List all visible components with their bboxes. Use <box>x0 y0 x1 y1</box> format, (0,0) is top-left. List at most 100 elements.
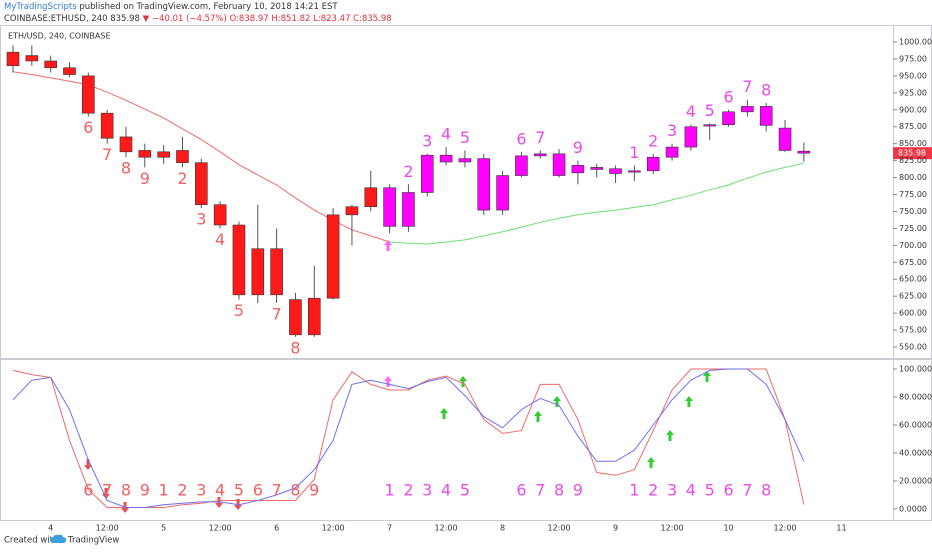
setup-count: 9 <box>573 138 583 157</box>
y-tick-label: 625.00 <box>899 292 927 301</box>
setup-count: 8 <box>290 338 300 357</box>
candle-body <box>722 111 735 126</box>
footer-brand[interactable]: TradingView <box>67 536 119 546</box>
arrow <box>215 497 223 508</box>
count-label: 1 <box>629 481 639 500</box>
candle-body <box>176 150 189 163</box>
candle-body <box>778 127 792 151</box>
candle-body <box>439 154 453 163</box>
candle-body <box>364 187 378 208</box>
x-tick-label: 7 <box>387 524 392 533</box>
y-tick-label: 600.00 <box>899 309 927 318</box>
arrow <box>459 376 467 387</box>
candle-body <box>157 151 170 158</box>
y-tick-label: 925.00 <box>899 88 927 97</box>
candle-body <box>138 150 152 158</box>
y-tick-label: 550.00 <box>899 343 927 352</box>
y-tick-label: 900.00 <box>899 105 927 114</box>
candle-body <box>628 170 641 173</box>
y-tick-label: 1000.00 <box>899 38 932 47</box>
count-label: 8 <box>121 481 131 500</box>
y-tick-label: 875.00 <box>899 122 927 131</box>
candle-body <box>326 214 340 299</box>
y-tick-label: 650.00 <box>899 275 927 284</box>
count-label: 6 <box>253 481 263 500</box>
setup-count: 6 <box>83 118 93 137</box>
x-tick-label: 12:00 <box>435 524 458 533</box>
candle-body <box>232 224 246 296</box>
arrow <box>647 457 655 468</box>
candle-body <box>289 299 302 336</box>
setup-count: 4 <box>215 230 225 249</box>
count-label: 6 <box>723 481 733 500</box>
x-tick-label: 12:00 <box>773 524 796 533</box>
setup-count: 5 <box>234 301 244 320</box>
count-label: 3 <box>196 481 206 500</box>
setup-count: 4 <box>686 102 696 121</box>
publisher[interactable]: MyTradingScripts <box>4 2 77 12</box>
x-tick-label: 12:00 <box>209 524 232 533</box>
open: O:838.97 <box>230 14 269 24</box>
low: L:823.47 <box>313 14 350 24</box>
count-label: 8 <box>554 481 564 500</box>
candle-body <box>402 192 415 227</box>
candle-body <box>741 106 754 113</box>
count-label: 2 <box>403 481 413 500</box>
published: published on TradingView.com, February 1… <box>79 2 338 12</box>
setup-count: 7 <box>272 304 282 323</box>
setup-count: 2 <box>648 131 658 150</box>
count-label: 8 <box>290 481 300 500</box>
y-tick-label: 100.0000 <box>899 364 932 373</box>
footer-created: Created with <box>4 536 58 546</box>
close: C:835.98 <box>353 14 392 24</box>
symbol: COINBASE:ETHUSD, 240 <box>4 14 108 24</box>
y-tick-label: 575.00 <box>899 326 927 335</box>
candle-body <box>590 167 604 170</box>
candle-body <box>307 297 321 336</box>
y-tick-label: 800.00 <box>899 173 927 182</box>
x-tick-label: 9 <box>613 524 618 533</box>
arrow <box>666 430 674 441</box>
count-label: 1 <box>385 481 395 500</box>
arrow <box>553 396 561 407</box>
count-label: 3 <box>667 481 677 500</box>
y-tick-label: 80.0000 <box>899 392 932 401</box>
publish-line: MyTradingScripts published on TradingVie… <box>4 2 338 12</box>
y-tick-label: 750.00 <box>899 207 927 216</box>
candle-body <box>552 153 566 176</box>
x-tick-label: 8 <box>500 524 505 533</box>
x-tick-label: 12:00 <box>96 524 119 533</box>
candle-body <box>496 175 509 211</box>
count-label: 5 <box>705 481 715 500</box>
symbol-line: COINBASE:ETHUSD, 240 835.98 ▼ −40.01 (−4… <box>4 14 392 24</box>
count-label: 2 <box>648 481 658 500</box>
count-label: 7 <box>272 481 282 500</box>
arrow <box>703 371 711 382</box>
candle-body <box>515 155 528 176</box>
y-tick-label: 950.00 <box>899 71 927 80</box>
count-label: 6 <box>516 481 526 500</box>
y-tick-label: 725.00 <box>899 224 927 233</box>
y-tick-label: 825.00 <box>899 156 927 165</box>
oscillator-line <box>12 368 805 508</box>
setup-count: 2 <box>177 169 187 188</box>
x-tick-label: 4 <box>48 524 53 533</box>
count-label: 4 <box>686 481 696 500</box>
y-tick-label: 975.00 <box>899 54 927 63</box>
setup-count: 3 <box>196 210 206 229</box>
count-label: 9 <box>140 481 150 500</box>
y-tick-label: 40.0000 <box>899 448 932 457</box>
count-label: 4 <box>215 481 225 500</box>
last-price-label: 835.98 <box>898 149 926 158</box>
logo[interactable] <box>50 534 66 543</box>
candle-body <box>6 51 20 67</box>
setup-count: 9 <box>140 169 150 188</box>
count-label: 3 <box>422 481 432 500</box>
x-tick-label: 11 <box>836 524 846 533</box>
arrow <box>384 240 392 251</box>
y-tick-label: 775.00 <box>899 190 927 199</box>
arrow <box>534 411 542 422</box>
y-tick-label: 675.00 <box>899 258 927 267</box>
count-label: 8 <box>761 481 771 500</box>
